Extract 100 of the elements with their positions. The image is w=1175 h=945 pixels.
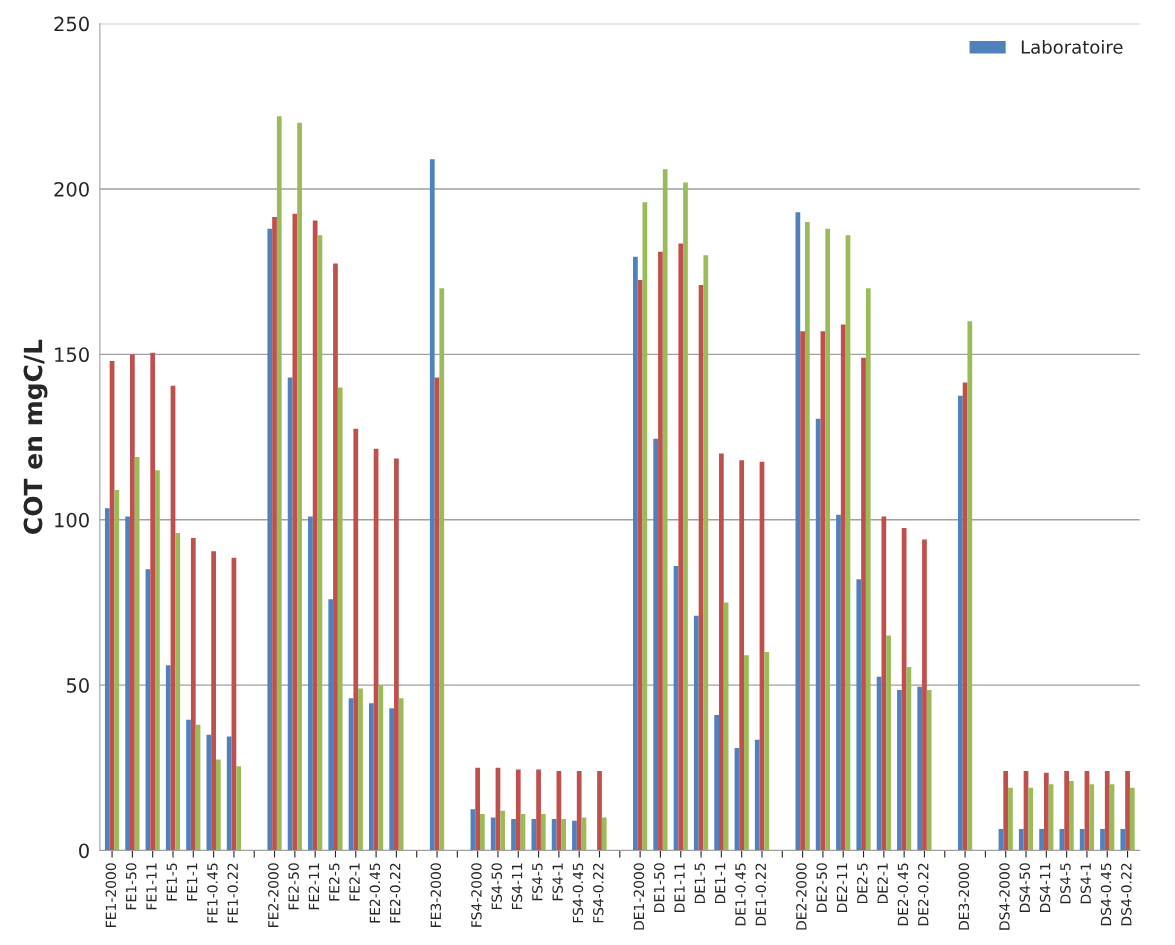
bar bbox=[1064, 771, 1069, 851]
x-tick-label: DE1-2000 bbox=[633, 863, 645, 930]
bar bbox=[861, 357, 866, 851]
bar bbox=[714, 714, 719, 851]
bar bbox=[511, 819, 516, 851]
legend-label: Laboratoire bbox=[1021, 39, 1123, 54]
x-tick-label: DE2-50 bbox=[816, 863, 827, 912]
x-tick-label: DE1-5 bbox=[694, 863, 706, 904]
bar bbox=[368, 703, 374, 851]
bar bbox=[531, 819, 537, 851]
x-tick-label: DE1-0.22 bbox=[755, 863, 767, 926]
bar bbox=[601, 817, 607, 851]
bar bbox=[551, 819, 557, 851]
bar bbox=[236, 766, 242, 851]
bar bbox=[683, 182, 688, 851]
bar bbox=[155, 470, 160, 851]
bar bbox=[267, 228, 273, 851]
bar bbox=[917, 686, 923, 851]
x-tick-label: DE2-11 bbox=[836, 863, 848, 912]
bar bbox=[718, 453, 724, 851]
bar bbox=[490, 817, 496, 851]
x-tick-label: FE1-1 bbox=[187, 863, 198, 901]
x-tick-label: DE2-2000 bbox=[796, 863, 807, 930]
bar bbox=[642, 202, 648, 851]
bar bbox=[840, 324, 846, 851]
x-tick-label: FE1-11 bbox=[146, 863, 157, 910]
bar bbox=[1039, 829, 1044, 851]
bar bbox=[328, 599, 334, 851]
x-tick-label: DE1-50 bbox=[653, 863, 665, 912]
bar bbox=[333, 263, 338, 851]
bar bbox=[800, 331, 805, 851]
bar bbox=[886, 635, 891, 851]
bar bbox=[130, 354, 135, 851]
y-tick-label: 200 bbox=[54, 181, 89, 197]
bar bbox=[308, 516, 313, 851]
bar bbox=[836, 514, 841, 851]
bar bbox=[125, 516, 130, 851]
bar bbox=[1069, 781, 1074, 851]
x-tick-label: FE1-0.22 bbox=[227, 863, 238, 923]
bar bbox=[394, 458, 399, 851]
x-tick-label: FE2-11 bbox=[308, 863, 319, 910]
bar bbox=[536, 769, 541, 851]
y-tick-label: 150 bbox=[55, 347, 89, 363]
bar bbox=[561, 819, 566, 851]
x-tick-label: FS4-50 bbox=[491, 863, 502, 910]
bar bbox=[358, 688, 363, 851]
bar bbox=[114, 489, 120, 851]
bar bbox=[865, 288, 871, 851]
bar bbox=[572, 820, 577, 851]
bar bbox=[703, 255, 709, 851]
bar bbox=[1008, 787, 1013, 851]
bar bbox=[186, 719, 191, 851]
x-tick-label: DS4-50 bbox=[1019, 863, 1031, 912]
x-tick-label: DS4-0.22 bbox=[1121, 863, 1132, 926]
x-tick-label: DE1-11 bbox=[674, 863, 685, 912]
y-tick-label: 0 bbox=[79, 843, 89, 859]
bar bbox=[439, 288, 445, 851]
bar bbox=[1120, 829, 1126, 851]
bar bbox=[662, 169, 668, 851]
bar bbox=[1129, 787, 1135, 851]
bar bbox=[312, 220, 318, 851]
bar bbox=[398, 698, 404, 851]
x-tick-label: DE3-2000 bbox=[958, 863, 970, 930]
bar bbox=[500, 810, 506, 851]
y-tick-label: 250 bbox=[54, 16, 89, 32]
x-tick-label: FE1-5 bbox=[166, 863, 178, 901]
bar bbox=[633, 256, 638, 851]
x-tick-label: FE1-0.45 bbox=[207, 863, 218, 923]
bar bbox=[337, 387, 343, 851]
x-tick-label: FS4-1 bbox=[552, 863, 563, 901]
bar bbox=[815, 418, 821, 851]
x-tick-label: DS4-5 bbox=[1060, 863, 1071, 904]
bar bbox=[693, 615, 699, 851]
bar bbox=[378, 685, 384, 851]
bar bbox=[1043, 772, 1049, 851]
bar bbox=[576, 771, 582, 851]
bar bbox=[1100, 829, 1105, 851]
bar bbox=[104, 508, 110, 851]
bar bbox=[957, 395, 963, 851]
y-axis-title: COT en mgC/L bbox=[23, 339, 48, 534]
bar bbox=[653, 438, 659, 851]
bar bbox=[825, 228, 831, 851]
bar bbox=[967, 321, 973, 851]
bar bbox=[739, 460, 745, 851]
x-tick-label: FS4-0.22 bbox=[593, 863, 604, 923]
bar bbox=[754, 739, 760, 851]
bar bbox=[190, 537, 196, 851]
bar bbox=[353, 428, 359, 851]
bar bbox=[804, 222, 810, 851]
bar bbox=[211, 551, 216, 851]
x-tick-label: FE1-50 bbox=[125, 863, 137, 910]
bar bbox=[429, 159, 435, 851]
y-tick-label: 50 bbox=[66, 678, 89, 693]
bar bbox=[881, 516, 887, 851]
x-tick-label: DE1-0.45 bbox=[735, 863, 746, 926]
bar bbox=[764, 652, 770, 851]
bar bbox=[215, 759, 221, 851]
x-tick-label: FS4-0.45 bbox=[572, 863, 584, 923]
x-tick-label: FE1-2000 bbox=[105, 863, 117, 927]
x-tick-label: FE2-0.45 bbox=[369, 863, 381, 923]
